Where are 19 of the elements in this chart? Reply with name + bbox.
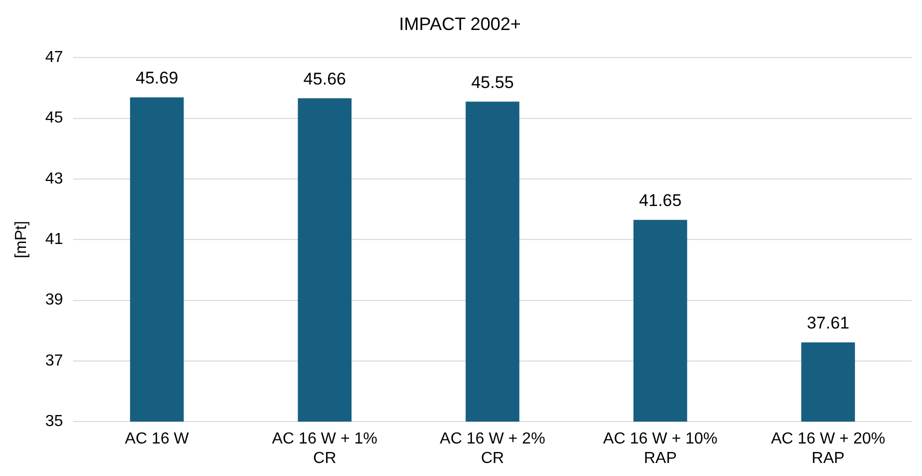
x-tick-label: AC 16 W + 2% CR xyxy=(440,430,546,467)
y-tick-label: 43 xyxy=(45,170,64,188)
y-axis-title: [mPt] xyxy=(13,220,30,258)
data-label: 41.65 xyxy=(639,191,682,210)
y-tick-label: 37 xyxy=(45,352,64,370)
chart-title: IMPACT 2002+ xyxy=(399,14,521,34)
y-tick-label: 45 xyxy=(45,110,64,127)
x-tick-label: AC 16 W + 20% RAP xyxy=(770,430,886,467)
y-tick-label: 41 xyxy=(45,231,64,248)
y-tick-label: 39 xyxy=(45,292,64,309)
y-tick-label: 35 xyxy=(45,413,64,430)
x-tick-label: AC 16 W xyxy=(124,430,190,448)
x-tick-label: AC 16 W + 10% RAP xyxy=(603,430,718,467)
data-label: 45.66 xyxy=(303,69,346,88)
data-label: 37.61 xyxy=(806,314,850,333)
y-tick-label: 47 xyxy=(45,49,64,66)
data-label: 45.55 xyxy=(471,72,514,92)
x-tick-label: AC 16 W + 1% CR xyxy=(272,430,378,467)
data-label: 45.69 xyxy=(136,68,178,88)
